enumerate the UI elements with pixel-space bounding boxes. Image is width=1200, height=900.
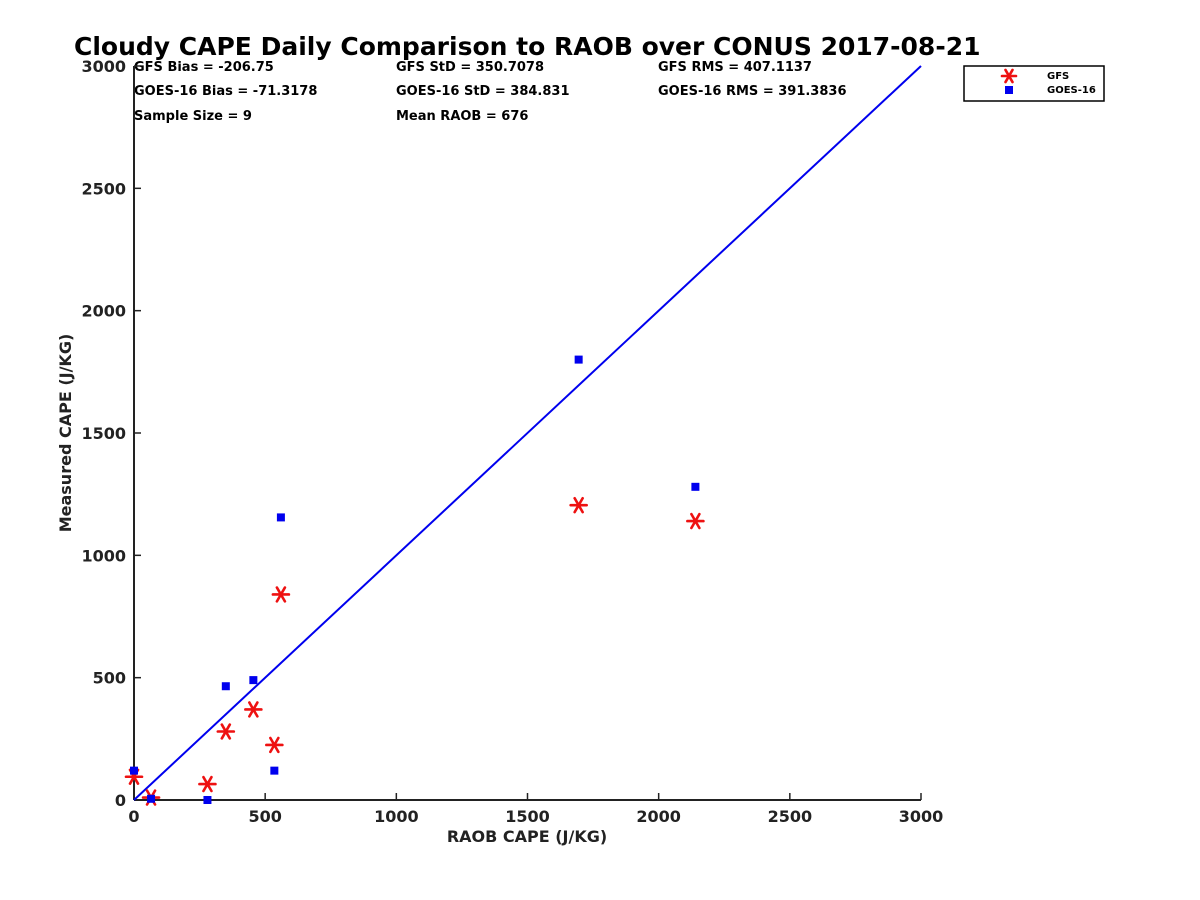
y-tick-label: 2000	[81, 302, 126, 321]
y-ticks: 0 500 1000 1500 2000 2500 3000	[81, 57, 141, 810]
y-tick-label: 0	[115, 791, 126, 810]
points-layer	[124, 355, 705, 806]
x-tick-label: 0	[128, 807, 139, 826]
stats-block: GFS Bias = -206.75 GFS StD = 350.7078 GF…	[134, 60, 847, 124]
one-to-one-line	[133, 65, 922, 801]
legend-gfs-label: GFS	[1047, 71, 1069, 82]
stat-goes-std: GOES-16 StD = 384.831	[396, 84, 570, 99]
goes16-legend-square	[1005, 86, 1013, 94]
legend-box	[963, 65, 1105, 102]
gfs-point	[265, 736, 284, 754]
legend-goes-marker	[1005, 86, 1013, 94]
goes16-point	[270, 766, 279, 775]
legend-goes-label: GOES-16	[1047, 85, 1096, 96]
gfs-legend-asterisk	[1000, 68, 1018, 84]
reference-line-layer	[133, 65, 922, 801]
stat-goes-bias: GOES-16 Bias = -71.3178	[134, 84, 317, 99]
goes16-point	[249, 676, 258, 685]
gfs-point	[244, 701, 263, 718]
goes16-point	[147, 794, 156, 803]
goes16-point	[130, 766, 138, 775]
stat-gfs-rms: GFS RMS = 407.1137	[658, 60, 812, 75]
chart-title: Cloudy CAPE Daily Comparison to RAOB ove…	[74, 32, 980, 61]
y-tick-label: 2500	[81, 179, 126, 198]
legend-gfs-marker	[1000, 68, 1018, 84]
y-tick-label: 1500	[81, 424, 126, 443]
goes16-point	[276, 513, 285, 522]
gfs-point	[569, 496, 588, 514]
y-axis-label: Measured CAPE (J/KG)	[56, 334, 75, 533]
gfs-point	[271, 586, 291, 603]
stat-gfs-bias: GFS Bias = -206.75	[134, 60, 274, 75]
x-tick-label: 3000	[899, 807, 944, 826]
x-tick-label: 2000	[636, 807, 681, 826]
stat-mean-raob: Mean RAOB = 676	[396, 109, 528, 124]
legend: GFS GOES-16	[963, 65, 1105, 102]
x-axis-label: RAOB CAPE (J/KG)	[447, 827, 607, 846]
gfs-point	[686, 512, 705, 530]
stat-sample-size: Sample Size = 9	[134, 109, 252, 124]
gfs-point	[216, 723, 236, 740]
y-tick-label: 500	[93, 669, 126, 688]
goes16-point	[574, 355, 583, 364]
stat-gfs-std: GFS StD = 350.7078	[396, 60, 544, 75]
stat-goes-rms: GOES-16 RMS = 391.3836	[658, 84, 847, 99]
x-tick-label: 2500	[768, 807, 813, 826]
y-tick-label: 1000	[81, 546, 126, 565]
y-tick-label: 3000	[81, 57, 126, 76]
x-tick-label: 1500	[505, 807, 550, 826]
goes16-point	[203, 796, 212, 804]
gfs-point	[198, 775, 217, 793]
x-tick-label: 1000	[374, 807, 419, 826]
x-ticks: 0 500 1000 1500 2000 2500 3000	[128, 793, 943, 826]
x-tick-label: 500	[248, 807, 281, 826]
goes16-point	[221, 682, 230, 691]
goes16-point	[691, 482, 700, 491]
